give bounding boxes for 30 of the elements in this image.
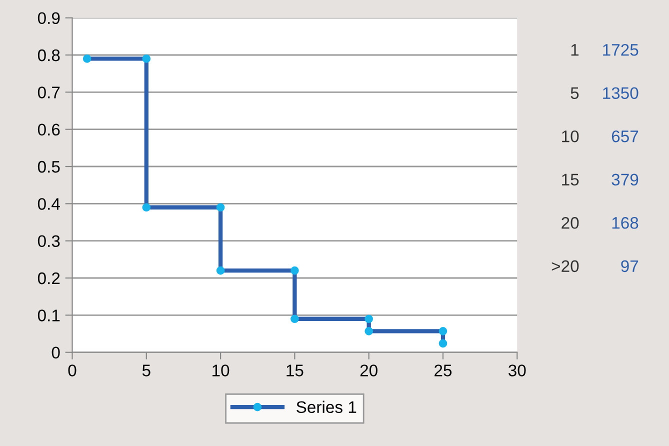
y-tick-label: 0.9: [38, 12, 60, 24]
text: 20: [562, 217, 579, 229]
text: 1350: [603, 87, 638, 100]
y-tick-label: 0.7: [38, 86, 60, 98]
text: 379: [612, 174, 638, 186]
text: 10: [562, 130, 579, 142]
x-tick-label: 15: [286, 364, 304, 376]
text: 97: [621, 260, 638, 272]
y-tick-label: 0.6: [38, 124, 60, 136]
x-tick-label: 5: [142, 364, 150, 376]
y-tick-label: 0.1: [38, 310, 60, 322]
y-tick-label: 0.2: [38, 272, 60, 284]
y-tick-label: 0.3: [38, 235, 60, 248]
text: 5: [570, 87, 579, 100]
text: 1725: [603, 44, 638, 56]
text: 657: [612, 130, 638, 142]
x-tick-label: 0: [68, 364, 76, 376]
text: >20: [552, 260, 579, 272]
y-tick-label: 0.4: [38, 198, 60, 210]
y-tick-label: 0.8: [38, 49, 60, 62]
legend-label: Series 1: [296, 400, 356, 414]
y-tick-label: 0: [52, 346, 60, 359]
y-tick-label: 0.5: [38, 160, 60, 173]
text: 15: [562, 174, 579, 186]
text: 168: [612, 217, 638, 229]
text: 1: [571, 44, 579, 56]
x-tick-label: 20: [360, 364, 378, 376]
x-tick-label: 30: [508, 364, 526, 376]
x-tick-label: 10: [212, 364, 230, 376]
x-tick-label: 25: [434, 364, 452, 376]
